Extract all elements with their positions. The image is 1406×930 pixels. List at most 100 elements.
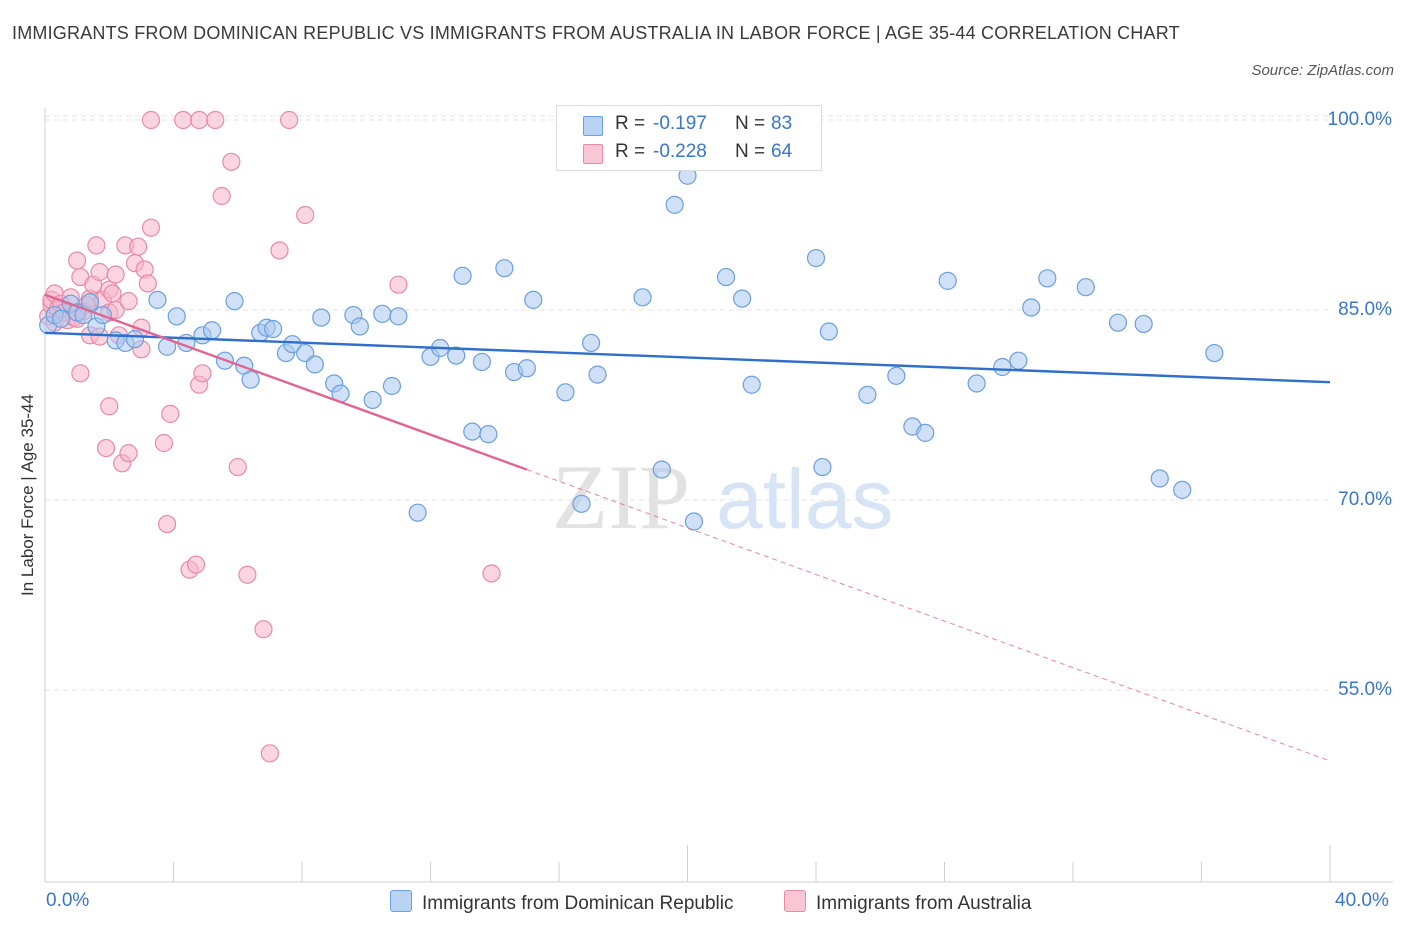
bottom-legend-label-blue: Immigrants from Dominican Republic (422, 893, 734, 914)
australia-point (228, 457, 247, 477)
australia-trend-line (44, 293, 528, 471)
dominican-point (283, 335, 302, 354)
australia-point (186, 555, 206, 574)
y-tick-label: 85.0% (1338, 299, 1392, 320)
bottom-legend-dominican: Immigrants from Dominican Republic (390, 890, 734, 915)
dominican-point (350, 317, 369, 336)
australia-point (270, 241, 289, 260)
dominican-point (1009, 351, 1028, 370)
dominican-point (408, 503, 427, 522)
legend-r-label: R = (615, 141, 646, 162)
australia-point (141, 218, 161, 237)
dominican-point (916, 423, 935, 442)
x-tick-max: 40.0% (1335, 890, 1389, 911)
stats-legend: R = -0.197 N = 83 R = -0.228 N = 64 (556, 105, 822, 171)
australia-point (193, 364, 212, 383)
chart-title: IMMIGRANTS FROM DOMINICAN REPUBLIC VS IM… (12, 23, 1180, 43)
dominican-point (652, 460, 671, 479)
australia-point (138, 274, 157, 293)
australia-point (103, 284, 122, 303)
legend-r-value: -0.197 (653, 113, 707, 134)
australia-point (119, 292, 138, 311)
series-australia-points (39, 110, 501, 763)
dominican-point (495, 259, 514, 278)
australia-point (482, 564, 501, 583)
dominican-point (813, 457, 832, 477)
australia-point (212, 186, 231, 206)
dominican-point (1150, 469, 1169, 488)
source-credit: Source: ZipAtlas.com (1251, 62, 1394, 79)
dominican-point (363, 390, 382, 410)
dominican-point (225, 292, 244, 311)
dominican-point (819, 322, 838, 341)
australia-point (129, 237, 148, 256)
legend-n-label: N = (735, 113, 766, 134)
dominican-point (938, 271, 957, 290)
dominican-point (806, 248, 826, 268)
grid-lines (45, 115, 1330, 691)
australia-point (222, 152, 241, 171)
watermark-zip: ZIP (552, 446, 690, 548)
dominican-point (967, 374, 986, 393)
dominican-point (588, 365, 607, 384)
australia-point (238, 565, 257, 584)
australia-point (190, 110, 209, 130)
australia-trend-line (526, 469, 1331, 762)
dominican-point (858, 385, 877, 404)
dominican-point (716, 267, 736, 287)
dominican-point (1038, 269, 1057, 288)
dominican-point (312, 308, 331, 327)
legend-swatch-blue (583, 116, 603, 136)
australia-point (254, 620, 273, 639)
dominican-point (556, 383, 575, 402)
zipatlas-watermark: ZIP atlas (552, 446, 893, 548)
dominican-point (524, 290, 543, 309)
dominican-point (125, 330, 145, 349)
dominican-point (517, 359, 536, 378)
dominican-point (447, 346, 466, 365)
australia-point (296, 205, 315, 225)
dominican-point (463, 422, 482, 441)
dominican-point (453, 266, 472, 285)
axes (44, 108, 1393, 883)
bottom-legend-swatch-pink (784, 890, 806, 912)
dominican-point (382, 376, 402, 396)
dominican-point (263, 319, 283, 339)
dominican-point (572, 494, 591, 513)
dominican-point (733, 289, 752, 308)
dominican-point (479, 425, 498, 444)
dominican-point (665, 195, 684, 214)
dominican-point (389, 307, 408, 326)
dominican-point (305, 355, 324, 374)
bottom-legend-swatch-blue (390, 890, 412, 912)
australia-point (157, 514, 177, 534)
dominican-point (1022, 298, 1041, 317)
legend-r-label: R = (615, 113, 646, 134)
australia-point (90, 262, 109, 282)
legend-n-value: 64 (771, 141, 793, 162)
dominican-point (633, 288, 652, 307)
australia-point (71, 364, 90, 383)
australia-point (100, 397, 119, 416)
legend-n-value: 83 (771, 113, 793, 134)
australia-point (161, 404, 180, 423)
australia-point (260, 744, 279, 763)
dominican-point (373, 304, 392, 323)
series-dominican-points (39, 166, 1224, 531)
x-tick-min: 0.0% (46, 890, 90, 911)
australia-point (154, 433, 173, 453)
dominican-point (993, 357, 1012, 377)
dominican-point (684, 512, 704, 531)
australia-point (96, 438, 116, 458)
legend-n-label: N = (735, 141, 766, 162)
y-tick-label: 70.0% (1338, 489, 1392, 510)
australia-point (389, 275, 408, 294)
legend-r-value: -0.228 (653, 141, 707, 162)
dominican-point (148, 290, 167, 309)
dominican-point (742, 375, 761, 394)
australia-point (106, 265, 125, 284)
australia-point (174, 110, 193, 130)
australia-point (119, 444, 138, 463)
australia-point (87, 236, 106, 255)
